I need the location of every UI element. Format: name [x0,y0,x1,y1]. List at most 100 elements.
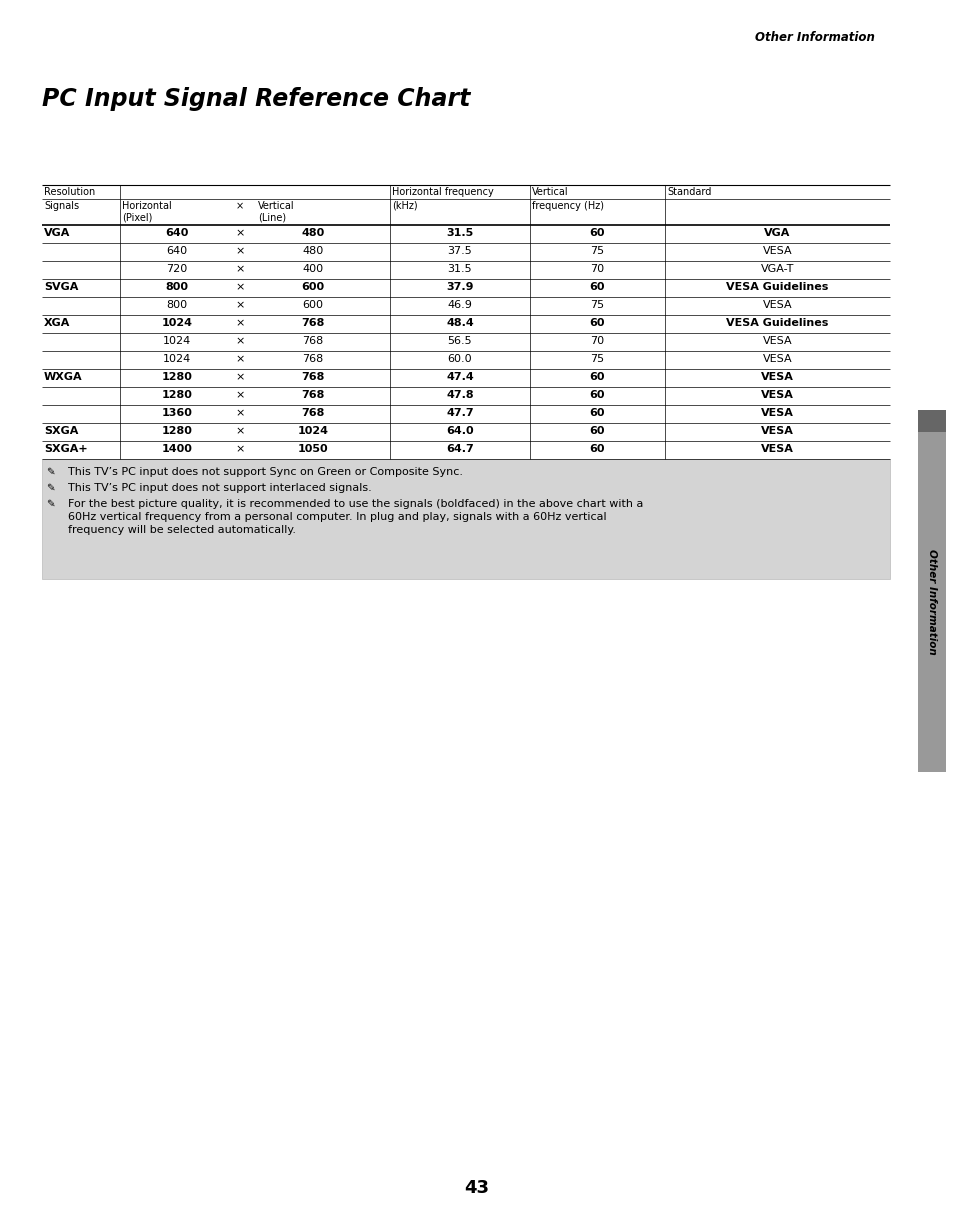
Text: ×: × [235,409,244,418]
Text: ✎: ✎ [46,499,54,509]
Text: SXGA+: SXGA+ [44,444,88,454]
Text: 640: 640 [165,228,189,238]
Text: VESA: VESA [760,444,793,454]
Text: 720: 720 [166,264,188,274]
Text: 75: 75 [590,245,604,256]
Text: 75: 75 [590,299,604,310]
Text: For the best picture quality, it is recommended to use the signals (boldfaced) i: For the best picture quality, it is reco… [68,499,642,535]
Text: XGA: XGA [44,318,71,328]
Text: 1050: 1050 [297,444,328,454]
Text: 46.9: 46.9 [447,299,472,310]
Text: 60: 60 [589,409,604,418]
Text: 1280: 1280 [161,426,193,436]
Text: SVGA: SVGA [44,282,78,292]
Text: 60: 60 [589,426,604,436]
Text: 1400: 1400 [161,444,193,454]
Text: 640: 640 [166,245,188,256]
Text: 75: 75 [590,355,604,364]
Text: 1024: 1024 [163,336,191,346]
Text: ×: × [235,372,244,382]
Text: VGA: VGA [44,228,71,238]
Text: 47.4: 47.4 [446,372,474,382]
Text: frequency (Hz): frequency (Hz) [532,201,603,211]
Text: ×: × [235,444,244,454]
Text: 1024: 1024 [163,355,191,364]
Text: VESA: VESA [760,390,793,400]
Text: VESA: VESA [760,409,793,418]
Text: This TV’s PC input does not support interlaced signals.: This TV’s PC input does not support inte… [68,483,372,493]
Text: VESA: VESA [761,336,792,346]
Text: 1360: 1360 [161,409,193,418]
Text: 480: 480 [301,228,324,238]
Text: Other Information: Other Information [926,550,936,655]
Text: 600: 600 [302,299,323,310]
Text: 1024: 1024 [161,318,193,328]
Text: VESA Guidelines: VESA Guidelines [725,318,828,328]
Text: PC Input Signal Reference Chart: PC Input Signal Reference Chart [42,87,470,110]
Text: 400: 400 [302,264,323,274]
Text: 480: 480 [302,245,323,256]
Text: VESA: VESA [761,299,792,310]
Text: 37.5: 37.5 [447,245,472,256]
Text: VGA-T: VGA-T [760,264,793,274]
Text: 60: 60 [589,372,604,382]
Bar [42,459,889,579]
Text: 600: 600 [301,282,324,292]
Text: Other Information: Other Information [755,31,874,44]
Text: 31.5: 31.5 [447,264,472,274]
Text: ×: × [235,201,244,211]
Text: Horizontal frequency: Horizontal frequency [392,187,494,198]
Text: 47.7: 47.7 [446,409,474,418]
Text: 70: 70 [590,336,604,346]
Text: ×: × [235,299,244,310]
Text: 48.4: 48.4 [446,318,474,328]
Text: WXGA: WXGA [44,372,83,382]
Text: 60: 60 [589,444,604,454]
Text: 60.0: 60.0 [447,355,472,364]
Text: Standard: Standard [666,187,711,198]
Text: 1280: 1280 [161,372,193,382]
Text: 64.0: 64.0 [446,426,474,436]
Text: 60: 60 [589,390,604,400]
Text: Signals: Signals [44,201,79,211]
Text: 70: 70 [590,264,604,274]
Text: 31.5: 31.5 [446,228,473,238]
Text: This TV’s PC input does not support Sync on Green or Composite Sync.: This TV’s PC input does not support Sync… [68,467,462,477]
Text: Resolution: Resolution [44,187,95,198]
Text: SXGA: SXGA [44,426,78,436]
Text: 768: 768 [302,336,323,346]
Text: VGA: VGA [763,228,790,238]
Text: (kHz): (kHz) [392,201,417,211]
Text: 37.9: 37.9 [446,282,474,292]
Bar [917,432,945,772]
Text: 768: 768 [301,409,324,418]
Text: ×: × [235,355,244,364]
Bar [917,410,945,432]
Text: Vertical
(Line): Vertical (Line) [257,201,294,222]
Text: ×: × [235,264,244,274]
Text: ×: × [235,336,244,346]
Text: 64.7: 64.7 [446,444,474,454]
Text: 768: 768 [301,372,324,382]
Text: VESA: VESA [760,372,793,382]
Text: VESA: VESA [760,426,793,436]
Text: VESA Guidelines: VESA Guidelines [725,282,828,292]
Text: ×: × [235,390,244,400]
Text: 1280: 1280 [161,390,193,400]
Text: ✎: ✎ [46,483,54,493]
Text: VESA: VESA [761,355,792,364]
Text: 1024: 1024 [297,426,328,436]
Text: ×: × [235,426,244,436]
Text: 800: 800 [165,282,189,292]
Text: 47.8: 47.8 [446,390,474,400]
Text: ×: × [235,318,244,328]
Text: 60: 60 [589,282,604,292]
Text: Horizontal
(Pixel): Horizontal (Pixel) [122,201,172,222]
Text: ×: × [235,282,244,292]
Text: 60: 60 [589,318,604,328]
Text: 800: 800 [166,299,188,310]
Text: 768: 768 [302,355,323,364]
Text: ✎: ✎ [46,467,54,477]
Text: ×: × [235,228,244,238]
Text: 56.5: 56.5 [447,336,472,346]
